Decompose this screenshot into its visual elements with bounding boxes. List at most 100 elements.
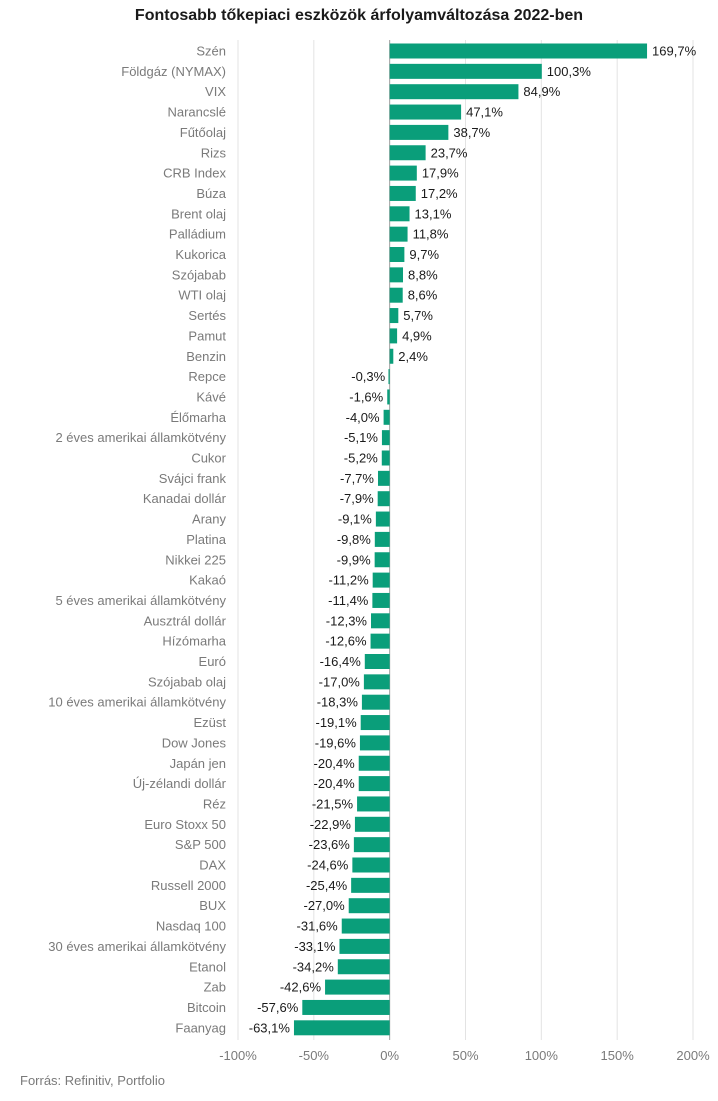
- category-label: Földgáz (NYMAX): [121, 64, 226, 79]
- category-label: Ausztrál dollár: [144, 613, 227, 628]
- bar: [358, 776, 390, 792]
- category-label: Japán jen: [170, 756, 226, 771]
- bar: [359, 735, 390, 751]
- value-label: 17,9%: [422, 166, 459, 181]
- bar: [389, 165, 417, 181]
- bar: [339, 938, 390, 954]
- category-label: Dow Jones: [162, 735, 227, 750]
- category-label: Arany: [192, 512, 226, 527]
- bar: [389, 206, 410, 222]
- category-label: Új-zélandi dollár: [133, 776, 227, 791]
- value-label: -7,7%: [340, 471, 374, 486]
- bar: [325, 979, 390, 995]
- x-tick-label: 0%: [380, 1048, 399, 1063]
- value-label: 8,6%: [408, 288, 438, 303]
- category-label: WTI olaj: [178, 288, 226, 303]
- category-label: Kávé: [196, 389, 226, 404]
- category-label: Brent olaj: [171, 206, 226, 221]
- value-label: -5,2%: [344, 451, 378, 466]
- category-label: Faanyag: [175, 1020, 226, 1035]
- x-tick-label: 150%: [601, 1048, 635, 1063]
- bar: [357, 796, 390, 812]
- category-label: Sertés: [188, 308, 226, 323]
- value-label: 100,3%: [547, 64, 592, 79]
- category-label: 30 éves amerikai államkötvény: [48, 939, 226, 954]
- bar: [372, 572, 390, 588]
- x-tick-label: -100%: [219, 1048, 257, 1063]
- category-label: Svájci frank: [159, 471, 227, 486]
- value-label: -23,6%: [309, 837, 351, 852]
- category-label: Bitcoin: [187, 1000, 226, 1015]
- value-label: -12,6%: [325, 634, 367, 649]
- bar: [389, 124, 449, 140]
- category-label: 5 éves amerikai államkötvény: [55, 593, 226, 608]
- bar: [372, 592, 390, 608]
- value-label: -9,1%: [338, 512, 372, 527]
- category-label: Szén: [196, 44, 226, 59]
- bar: [337, 959, 390, 975]
- category-label: Fűtőolaj: [180, 125, 226, 140]
- bar: [389, 226, 408, 242]
- category-label: Etanol: [189, 959, 226, 974]
- value-label: -19,6%: [315, 735, 357, 750]
- value-label: -20,4%: [314, 756, 356, 771]
- category-label: Euró: [199, 654, 226, 669]
- bar: [387, 389, 390, 405]
- bar: [348, 898, 390, 914]
- value-label: 47,1%: [466, 105, 503, 120]
- category-label: Russell 2000: [151, 878, 226, 893]
- bar: [377, 470, 390, 486]
- value-label: -11,2%: [328, 573, 369, 588]
- bar: [374, 552, 390, 568]
- bar: [354, 816, 390, 832]
- category-label: VIX: [205, 84, 226, 99]
- grid-lines: [237, 40, 694, 1040]
- value-label: -9,9%: [337, 552, 371, 567]
- bar: [389, 287, 403, 303]
- value-label: -63,1%: [249, 1020, 291, 1035]
- bar: [389, 84, 519, 100]
- value-label: -42,6%: [280, 980, 322, 995]
- bar: [389, 308, 399, 324]
- value-label: -0,3%: [351, 369, 385, 384]
- value-label: -5,1%: [344, 430, 378, 445]
- value-label: -24,6%: [307, 858, 349, 873]
- value-label: -17,0%: [319, 674, 361, 689]
- bar: [351, 877, 390, 893]
- value-label: 11,8%: [413, 227, 449, 242]
- category-label: Kukorica: [175, 247, 226, 262]
- value-label: -18,3%: [317, 695, 359, 710]
- value-label: 23,7%: [431, 145, 468, 160]
- x-tick-label: 100%: [525, 1048, 559, 1063]
- bar: [389, 63, 542, 79]
- category-label: Ezüst: [193, 715, 226, 730]
- value-label: -22,9%: [310, 817, 352, 832]
- category-label: Szójabab: [172, 267, 226, 282]
- category-label: Búza: [196, 186, 226, 201]
- value-label: -19,1%: [315, 715, 357, 730]
- bar: [302, 999, 390, 1015]
- bar: [341, 918, 390, 934]
- bar: [389, 267, 404, 283]
- category-label: Rizs: [201, 145, 227, 160]
- category-label: Repce: [188, 369, 226, 384]
- category-label: 10 éves amerikai államkötvény: [48, 695, 226, 710]
- value-label: 4,9%: [402, 328, 432, 343]
- value-label: -1,6%: [349, 389, 383, 404]
- value-label: -12,3%: [326, 613, 368, 628]
- value-label: 9,7%: [409, 247, 439, 262]
- category-label: Pamut: [188, 328, 226, 343]
- bar: [389, 328, 398, 344]
- bar: [377, 491, 390, 507]
- bars: [293, 43, 648, 1036]
- value-label: -16,4%: [320, 654, 362, 669]
- bar: [389, 185, 416, 201]
- value-label: 8,8%: [408, 267, 438, 282]
- category-label: Euro Stoxx 50: [144, 817, 226, 832]
- bar: [389, 348, 394, 364]
- value-label: 2,4%: [398, 349, 428, 364]
- category-label: Narancslé: [167, 105, 226, 120]
- category-label: S&P 500: [175, 837, 226, 852]
- value-label: -4,0%: [346, 410, 380, 425]
